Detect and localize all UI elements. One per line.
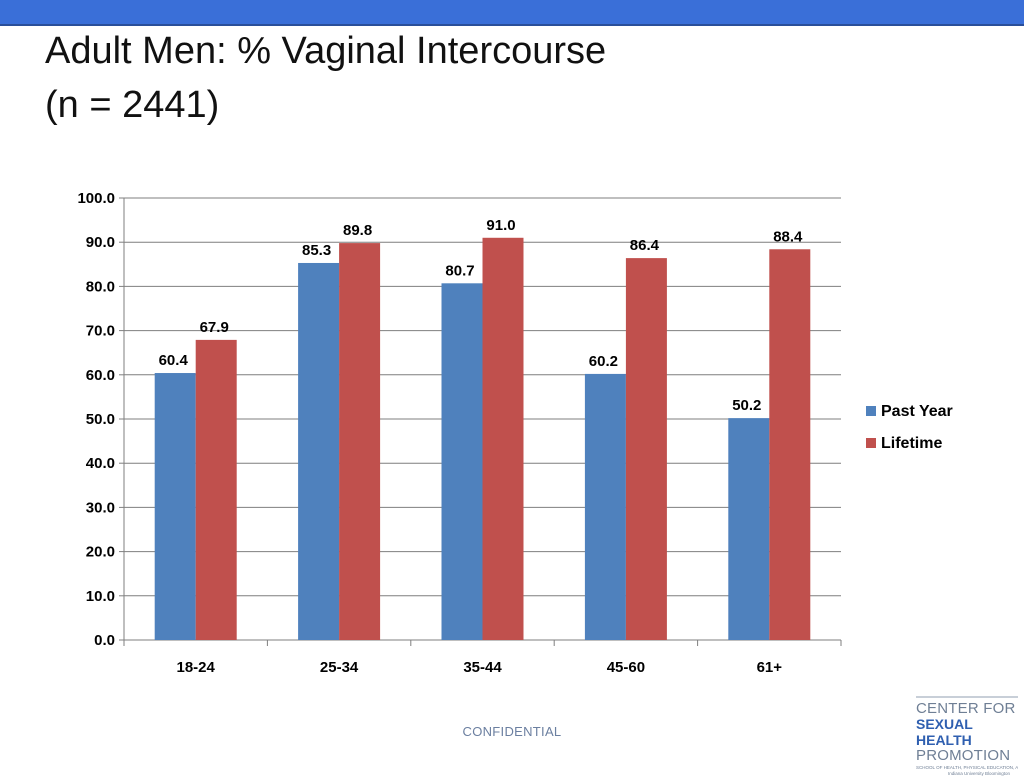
y-tick-label: 30.0	[86, 499, 115, 516]
legend-swatch	[866, 438, 876, 448]
y-tick-label: 70.0	[86, 323, 115, 340]
confidential-footer: CONFIDENTIAL	[462, 724, 562, 739]
y-tick-label: 10.0	[86, 588, 115, 605]
y-tick-label: 100.0	[77, 190, 115, 207]
slide-title-line-2: (n = 2441)	[45, 84, 220, 126]
data-label: 67.9	[200, 319, 229, 336]
bar-past-year	[154, 373, 196, 640]
y-tick-label: 90.0	[86, 234, 115, 251]
x-category-label: 45-60	[607, 659, 645, 676]
y-tick-label: 40.0	[86, 455, 115, 472]
bar-past-year	[298, 262, 340, 640]
slide-title: Adult Men: % Vaginal Intercourse (n = 24…	[45, 24, 606, 132]
bar-lifetime	[482, 237, 524, 640]
bar-past-year	[584, 373, 626, 640]
y-tick-label: 60.0	[86, 367, 115, 384]
bar-lifetime	[769, 249, 811, 640]
y-tick-label: 50.0	[86, 411, 115, 428]
legend-label: Past Year	[881, 403, 953, 420]
logo-line-3: PROMOTION	[916, 747, 1011, 764]
bar-past-year	[728, 418, 770, 640]
data-label: 91.0	[486, 217, 515, 234]
legend-label: Lifetime	[881, 435, 942, 452]
data-label: 50.2	[732, 397, 761, 414]
logo-line-2: SEXUAL HEALTH	[916, 716, 973, 748]
data-label: 89.8	[343, 222, 372, 239]
y-tick-label: 20.0	[86, 544, 115, 561]
y-tick-label: 0.0	[94, 632, 115, 649]
bar-lifetime	[625, 258, 667, 640]
bar-lifetime	[195, 339, 237, 640]
logo-line-1: CENTER FOR	[916, 700, 1016, 717]
x-category-label: 61+	[757, 659, 783, 676]
data-label: 88.4	[773, 228, 803, 245]
top-bar	[0, 0, 1024, 26]
legend-swatch	[866, 406, 876, 416]
slide-title-line-1: Adult Men: % Vaginal Intercourse	[45, 30, 607, 72]
bar-past-year	[441, 283, 483, 640]
bar-lifetime	[339, 243, 381, 641]
data-label: 60.2	[589, 353, 618, 370]
logo-line-5: Indiana University Bloomington	[947, 771, 1010, 776]
data-label: 85.3	[302, 242, 331, 259]
center-logo: CENTER FOR SEXUAL HEALTH PROMOTION Schoo…	[916, 696, 1018, 776]
data-label: 86.4	[630, 237, 660, 254]
x-category-label: 25-34	[320, 659, 359, 676]
x-category-label: 35-44	[463, 659, 502, 676]
data-label: 60.4	[159, 352, 189, 369]
data-label: 80.7	[445, 262, 474, 279]
x-category-label: 18-24	[177, 659, 216, 676]
y-tick-label: 80.0	[86, 278, 115, 295]
